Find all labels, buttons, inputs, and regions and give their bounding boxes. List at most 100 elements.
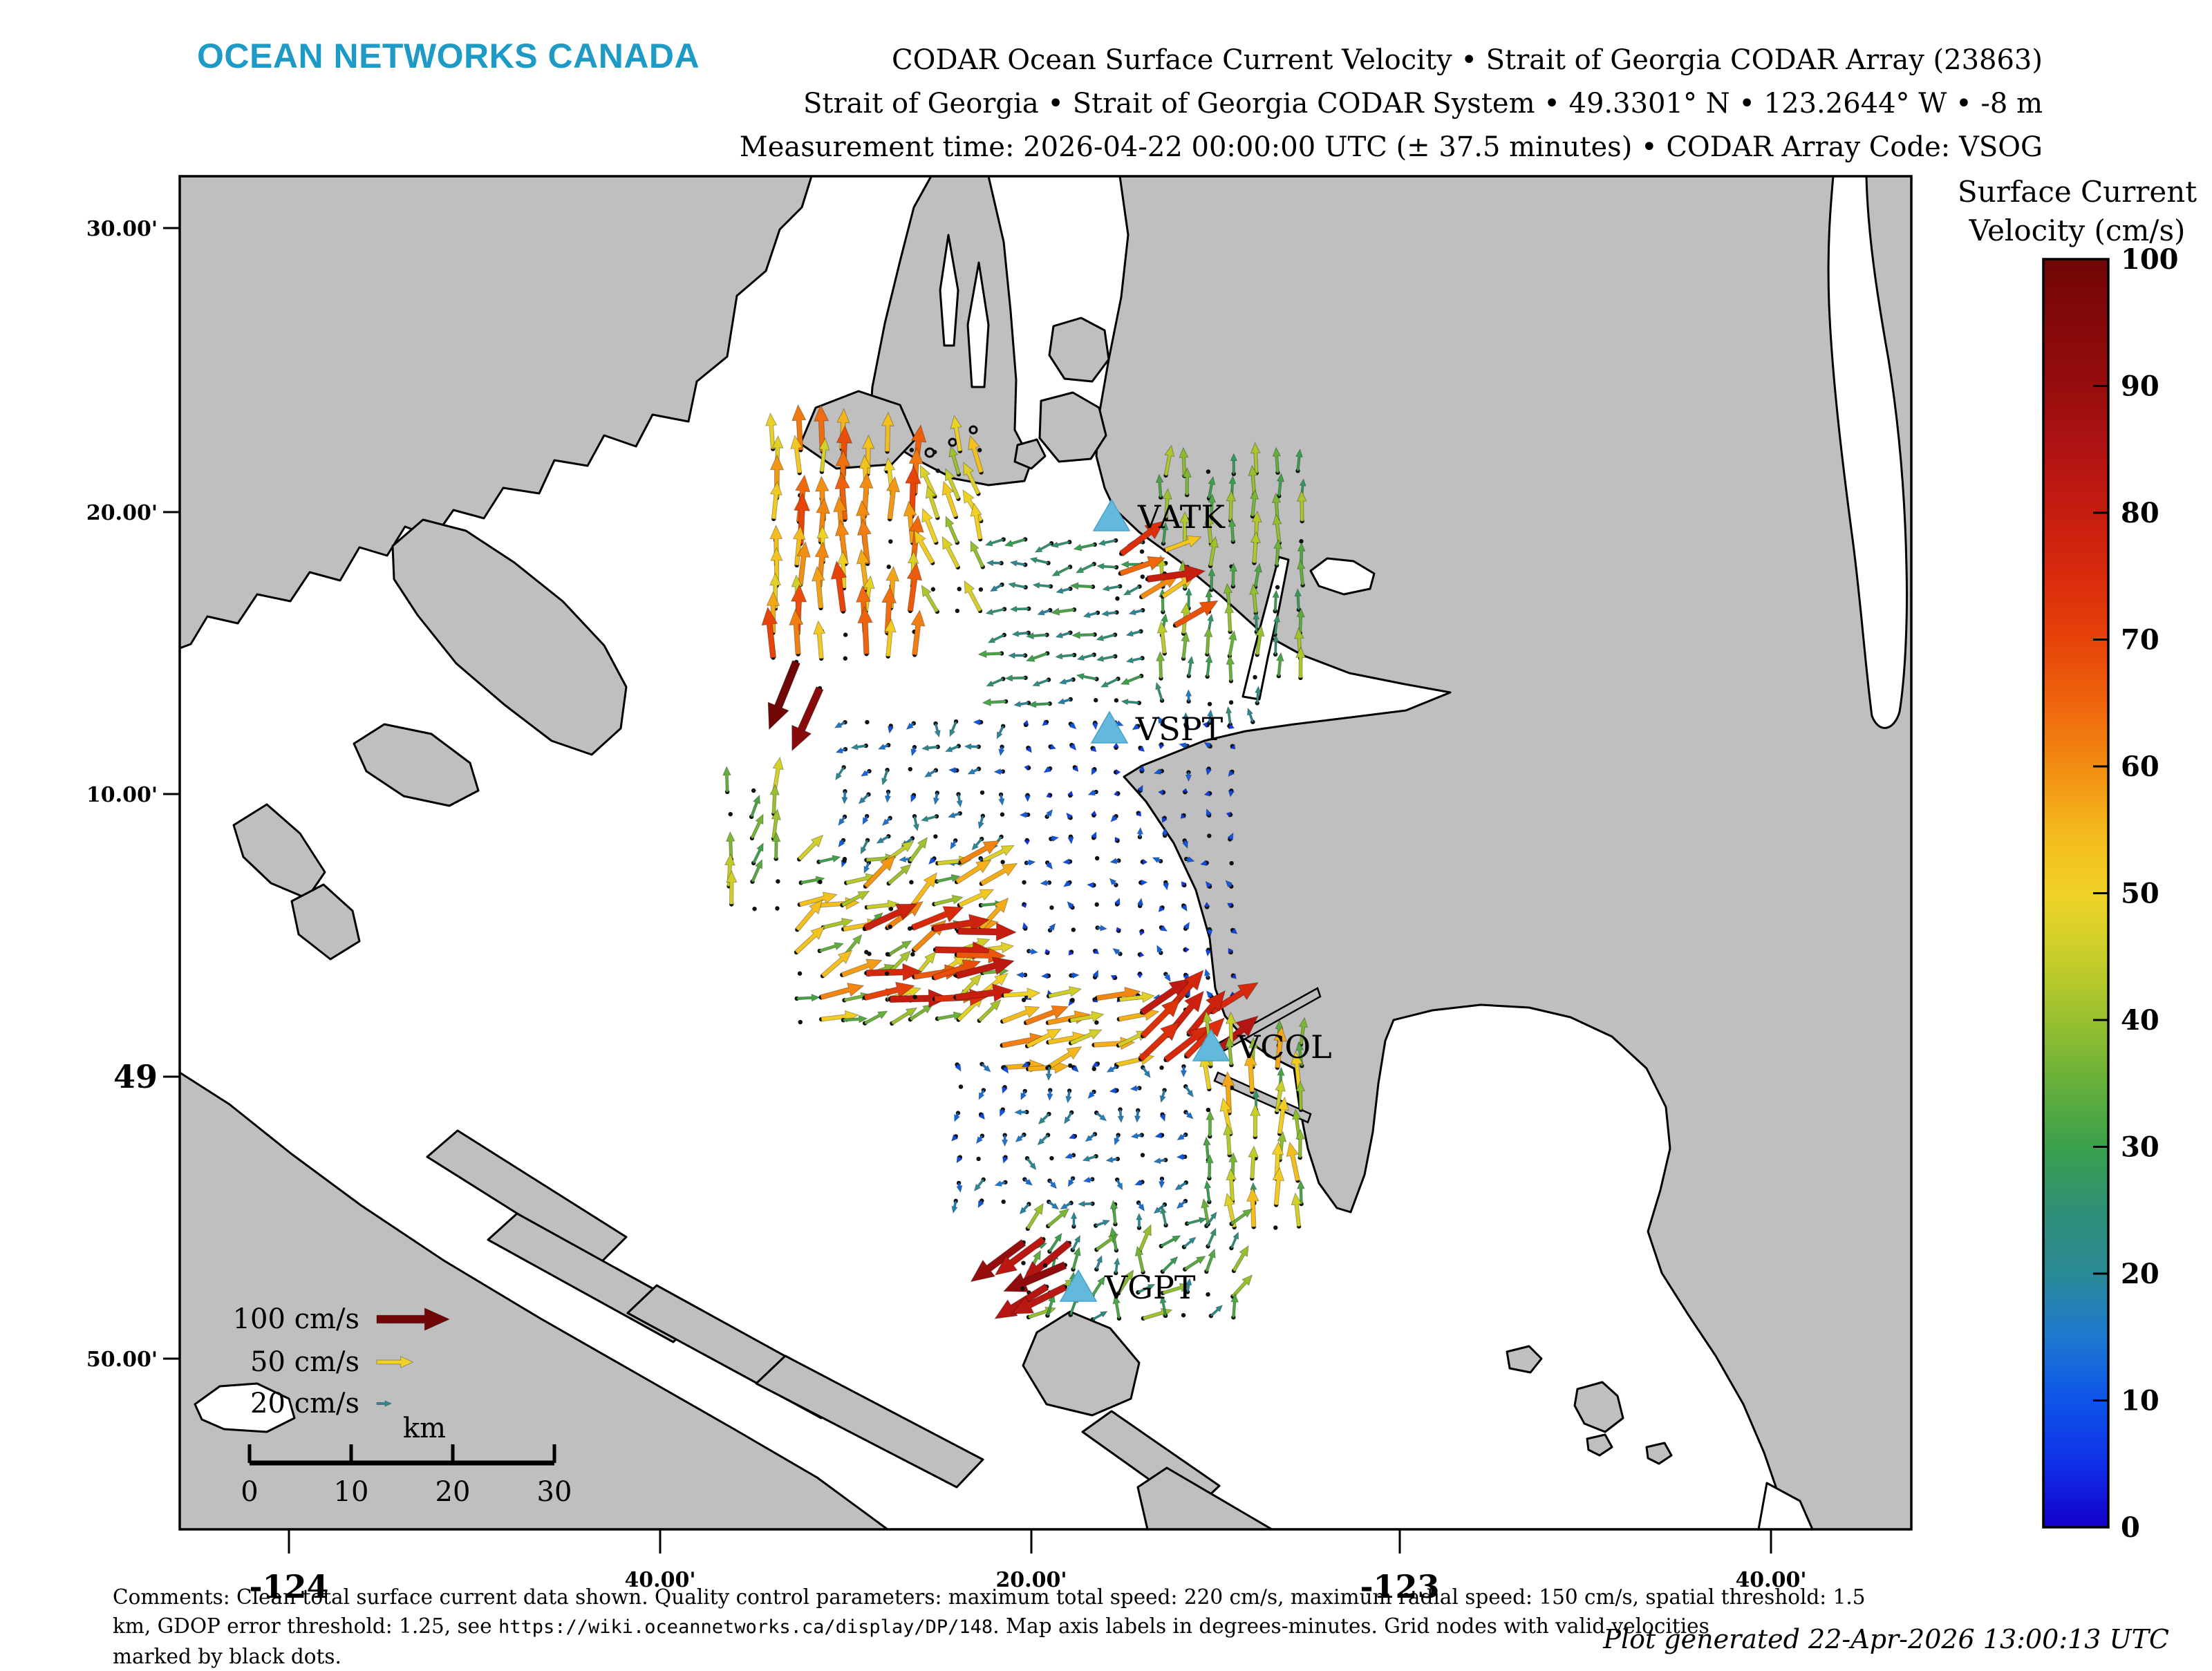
current-vector-arrow	[1046, 1046, 1082, 1070]
scalebar-unit-label: km	[403, 1413, 446, 1444]
current-vector-arrow	[1009, 605, 1029, 613]
current-vector-arrow	[1253, 612, 1260, 632]
current-vector-arrow	[1050, 540, 1071, 549]
current-vector-arrow	[1252, 1089, 1260, 1111]
colorbar-title-line2: Velocity (cm/s)	[1969, 214, 2186, 247]
grid-node-dot	[751, 788, 756, 793]
land-keats-island	[1013, 438, 1047, 470]
current-vector-arrow	[1225, 1011, 1237, 1046]
current-vector-arrow	[1246, 707, 1255, 723]
current-vector-arrow	[1125, 657, 1143, 664]
current-vector-arrow	[1156, 650, 1165, 679]
grid-node-dot	[843, 632, 848, 637]
grid-node-dot	[1115, 596, 1120, 601]
current-vector-arrow	[1064, 1111, 1074, 1124]
plot-title-line1: CODAR Ocean Surface Current Velocity • S…	[892, 44, 2043, 76]
grid-node-dot	[888, 539, 893, 544]
current-vector-arrow	[1064, 1152, 1075, 1160]
current-vector-arrow	[1022, 719, 1029, 726]
current-vector-arrow	[1091, 1061, 1100, 1068]
grid-node-dot	[1206, 1107, 1211, 1113]
current-vector-arrow	[1248, 1145, 1259, 1179]
grid-node-dot	[976, 1156, 981, 1162]
current-vector-arrow	[1224, 602, 1235, 632]
current-vector-arrow	[1091, 1276, 1106, 1297]
scalebar-tick-label: 10	[334, 1476, 369, 1508]
current-vector-arrow	[1082, 611, 1098, 619]
current-vector-arrow	[1205, 654, 1213, 677]
current-vector-arrow	[1272, 513, 1282, 544]
current-vector-arrow	[1071, 1065, 1080, 1073]
current-vector-arrow	[1224, 1036, 1235, 1066]
land-mainland	[1095, 176, 1911, 1529]
current-vector-arrow	[1093, 1036, 1136, 1050]
current-vector-arrow	[1140, 879, 1148, 886]
current-vector-arrow	[1219, 1097, 1233, 1135]
land-denman-island	[232, 803, 326, 900]
current-vector-arrow	[1095, 1111, 1107, 1122]
current-vector-arrow	[1109, 1087, 1118, 1094]
current-vector-arrow	[890, 1007, 918, 1026]
current-vector-arrow	[985, 607, 1006, 616]
current-vector-arrow	[861, 434, 875, 475]
grid-node-dot	[752, 906, 757, 912]
colorbar-tick-label: 30	[2121, 1131, 2159, 1164]
current-vector-arrow	[944, 744, 960, 753]
current-vector-arrow	[1136, 973, 1143, 979]
current-vector-arrow	[1135, 811, 1142, 817]
current-vector-arrow	[1007, 652, 1026, 659]
grid-node-dot	[1186, 699, 1191, 704]
current-vector-arrow	[1093, 948, 1100, 954]
current-vector-arrow	[1060, 1201, 1073, 1210]
current-vector-arrow	[1026, 1028, 1062, 1049]
current-vector-arrow	[862, 815, 869, 825]
current-vector-arrow	[796, 540, 811, 586]
current-vector-arrow	[835, 766, 845, 781]
colorbar-tick-label: 100	[2121, 243, 2179, 276]
current-vector-arrow	[1203, 901, 1210, 908]
current-vector-arrow	[1090, 810, 1098, 816]
current-vector-arrow	[1295, 646, 1306, 679]
grid-node-dot	[798, 1019, 803, 1025]
grid-node-dot	[957, 587, 962, 592]
current-vector-arrow	[1075, 563, 1096, 574]
current-vector-arrow	[932, 792, 940, 806]
current-vector-arrow	[1206, 1110, 1215, 1137]
lat-tick-label: 20.00'	[86, 501, 158, 525]
current-vector-arrow	[1209, 982, 1259, 1015]
current-vector-arrow	[1184, 1085, 1194, 1098]
current-vector-arrow	[975, 1135, 984, 1144]
current-vector-arrow	[818, 437, 830, 473]
current-vector-arrow	[949, 720, 958, 737]
current-vector-arrow	[1027, 700, 1051, 708]
current-vector-arrow	[1228, 723, 1235, 730]
current-vector-arrow	[877, 743, 890, 750]
current-vector-arrow	[1273, 1026, 1287, 1068]
land-gulf-island	[1136, 1466, 1273, 1529]
current-vector-arrow	[1130, 1132, 1143, 1140]
current-vector-arrow	[910, 609, 926, 656]
current-vector-arrow	[1184, 1111, 1194, 1120]
current-vector-arrow	[1114, 836, 1121, 843]
current-vector-arrow	[1071, 1246, 1081, 1270]
current-vector-arrow	[921, 507, 939, 544]
current-vector-arrow	[1185, 587, 1192, 609]
land-lasqueti-island	[353, 723, 480, 807]
current-vector-arrow	[1120, 674, 1143, 686]
current-vector-arrow	[1047, 1200, 1060, 1210]
current-vector-arrow	[970, 1239, 1027, 1283]
current-vector-arrow	[1114, 897, 1121, 906]
current-vector-arrow	[821, 950, 853, 979]
current-vector-arrow	[850, 744, 867, 750]
current-vector-arrow	[1205, 768, 1212, 776]
current-vector-arrow	[1096, 925, 1108, 932]
current-vector-arrow	[910, 794, 917, 803]
grid-node-dot	[1139, 549, 1145, 554]
current-vector-arrow	[1138, 745, 1145, 753]
current-vector-arrow	[1203, 513, 1215, 545]
current-vector-arrow	[1029, 556, 1049, 565]
current-vector-arrow	[1203, 626, 1213, 655]
current-vector-arrow	[957, 922, 1018, 942]
current-vector-field	[722, 404, 1309, 1322]
current-vector-arrow	[1047, 985, 1082, 999]
